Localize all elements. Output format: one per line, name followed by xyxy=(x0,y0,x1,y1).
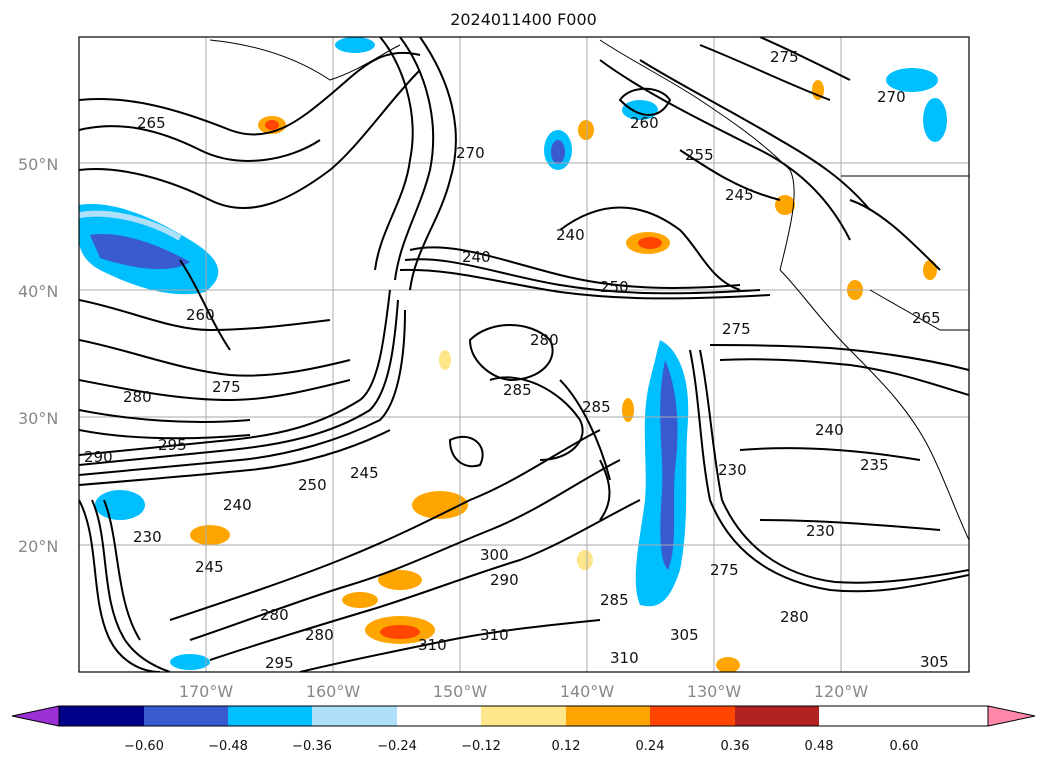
contour-label: 265 xyxy=(137,114,166,132)
contour-label: 285 xyxy=(582,398,611,416)
contour-label: 240 xyxy=(815,421,844,439)
contour-label: 305 xyxy=(670,626,699,644)
contour-label: 230 xyxy=(718,461,747,479)
colorbar-swatch xyxy=(397,706,481,726)
colorbar-tick-label: −0.48 xyxy=(208,739,248,754)
contour-label: 270 xyxy=(877,88,906,106)
lon-label: 140°W xyxy=(560,682,615,701)
contour-label: 230 xyxy=(806,522,835,540)
contour-label: 240 xyxy=(223,496,252,514)
lon-axis: 170°W 160°W 150°W 140°W 130°W 120°W xyxy=(179,682,869,701)
colorbar-swatch xyxy=(566,706,650,726)
contour-lines xyxy=(79,37,969,672)
colorbar-swatch xyxy=(481,706,566,726)
colorbar-tick-label: 0.60 xyxy=(890,739,919,754)
contour-label: 295 xyxy=(158,436,187,454)
contour-label: 280 xyxy=(123,388,152,406)
contour-label: 270 xyxy=(456,144,485,162)
contour-label: 235 xyxy=(860,456,889,474)
contour-label: 280 xyxy=(530,331,559,349)
lat-label: 40°N xyxy=(18,282,58,301)
lon-label: 160°W xyxy=(306,682,361,701)
shaded-field: 265 270 275 270 275 260 260 255 245 250 … xyxy=(79,37,969,672)
contour-label: 260 xyxy=(630,114,659,132)
lon-label: 150°W xyxy=(433,682,488,701)
contour-label: 305 xyxy=(920,653,949,671)
contour-label: 275 xyxy=(710,561,739,579)
lon-label: 120°W xyxy=(814,682,869,701)
colorbar-swatch xyxy=(228,706,312,726)
plot-area xyxy=(79,37,969,672)
contour-label: 290 xyxy=(84,448,113,466)
colorbar-extend-left xyxy=(11,705,60,727)
colorbar-tick-label: 0.36 xyxy=(721,739,750,754)
colorbar-swatch xyxy=(312,706,397,726)
contour-label: 290 xyxy=(490,571,519,589)
colorbar-tick-label: 0.48 xyxy=(805,739,834,754)
lon-label: 170°W xyxy=(179,682,234,701)
contour-label: 295 xyxy=(265,654,294,672)
contour-labels: 265 270 275 270 275 260 260 255 245 250 … xyxy=(84,48,949,672)
contour-label: 240 xyxy=(462,248,491,266)
colorbar: −0.60 −0.48 −0.36 −0.24 −0.12 0.12 0.24 … xyxy=(11,705,1036,754)
plot-frame xyxy=(78,36,970,673)
contour-label: 285 xyxy=(600,591,629,609)
contour-label: 310 xyxy=(418,636,447,654)
contour-label: 280 xyxy=(780,608,809,626)
colorbar-swatch xyxy=(144,706,228,726)
contour-label: 255 xyxy=(685,146,714,164)
colorbar-tick-label: −0.60 xyxy=(124,739,164,754)
lat-label: 30°N xyxy=(18,409,58,428)
contour-label: 250 xyxy=(600,278,629,296)
contour-label: 285 xyxy=(503,381,532,399)
contour-label: 245 xyxy=(725,186,754,204)
colorbar-tick-label: −0.12 xyxy=(461,739,501,754)
lon-label: 130°W xyxy=(687,682,742,701)
contour-label: 275 xyxy=(212,378,241,396)
colorbar-tick-label: 0.24 xyxy=(636,739,665,754)
colorbar-swatch xyxy=(59,706,144,726)
contour-label: 280 xyxy=(305,626,334,644)
contour-label: 280 xyxy=(260,606,289,624)
lat-axis: 50°N 40°N 30°N 20°N xyxy=(18,155,58,556)
contour-label: 240 xyxy=(556,226,585,244)
contour-label: 260 xyxy=(186,306,215,324)
contour-label: 230 xyxy=(133,528,162,546)
contour-label: 245 xyxy=(195,558,224,576)
lat-label: 50°N xyxy=(18,155,58,174)
colorbar-swatch xyxy=(735,706,819,726)
colorbar-tick-label: 0.12 xyxy=(552,739,581,754)
map-title: 2024011400 F000 xyxy=(450,10,597,29)
contour-label: 310 xyxy=(480,626,509,644)
lat-label: 20°N xyxy=(18,537,58,556)
colorbar-extend-right xyxy=(987,705,1036,727)
colorbar-swatch xyxy=(650,706,735,726)
contour-label: 275 xyxy=(722,320,751,338)
contour-label: 275 xyxy=(770,48,799,66)
colorbar-tick-label: −0.36 xyxy=(292,739,332,754)
contour-label: 300 xyxy=(480,546,509,564)
contour-label: 250 xyxy=(298,476,327,494)
colorbar-tick-label: −0.24 xyxy=(377,739,417,754)
contour-label: 245 xyxy=(350,464,379,482)
coastline xyxy=(209,39,969,541)
contour-label: 310 xyxy=(610,649,639,667)
contour-label: 265 xyxy=(912,309,941,327)
